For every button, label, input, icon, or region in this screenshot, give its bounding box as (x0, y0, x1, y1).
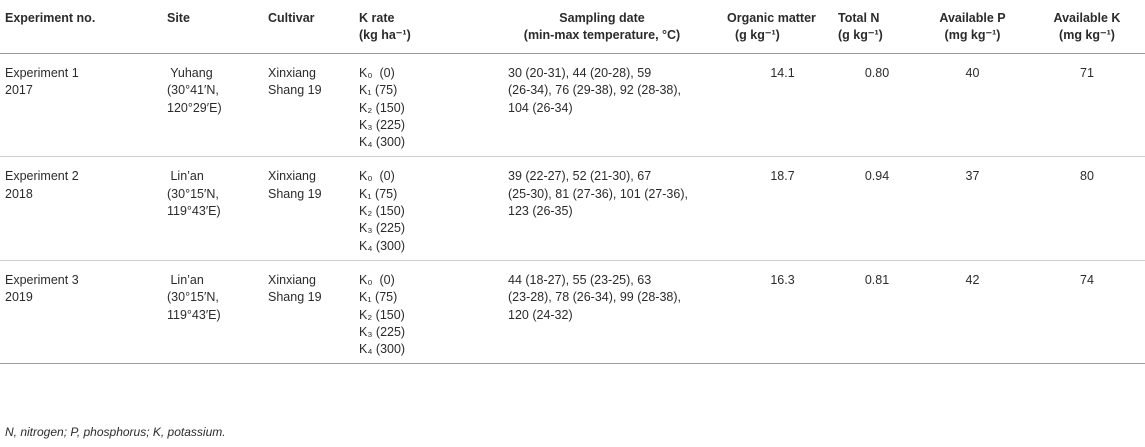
k-rate-cell: K₀ (0) K₁ (75) K₂ (150) K₃ (225) K₄ (300) (359, 260, 477, 365)
k-rate-cell: K₀ (0) K₁ (75) K₂ (150) K₃ (225) K₄ (300) (359, 156, 477, 261)
header-site: Site (167, 6, 268, 54)
site-cell: Yuhang (30°41′N, 120°29′E) (167, 53, 268, 158)
table-row: Experiment 3 2019 Lin’an (30°15′N, 119°43′E… (0, 260, 1145, 365)
table-row: Experiment 2 2018 Lin’an (30°15′N, 119°43′E… (0, 156, 1145, 261)
soil-properties-table: Experiment no. Site Cultivar K rate (kg h… (0, 6, 1145, 365)
header-experiment: Experiment no. (0, 6, 167, 54)
available-p-cell: 37 (916, 156, 1029, 261)
header-organic-matter: Organic matter (g kg⁻¹) (727, 6, 838, 54)
total-n-cell: 0.94 (838, 156, 916, 261)
organic-matter-cell: 14.1 (727, 53, 838, 158)
cultivar-cell: Xinxiang Shang 19 (268, 156, 359, 261)
header-row: Experiment no. Site Cultivar K rate (kg h… (0, 6, 1145, 54)
table-footnote: N, nitrogen; P, phosphorus; K, potassium… (5, 425, 226, 439)
cultivar-cell: Xinxiang Shang 19 (268, 53, 359, 158)
organic-matter-cell: 16.3 (727, 260, 838, 365)
experiment-cell: Experiment 2 2018 (0, 156, 167, 261)
header-cultivar: Cultivar (268, 6, 359, 54)
organic-matter-cell: 18.7 (727, 156, 838, 261)
experiment-cell: Experiment 3 2019 (0, 260, 167, 365)
header-k-rate: K rate (kg ha⁻¹) (359, 6, 477, 54)
available-p-cell: 40 (916, 53, 1029, 158)
header-total-n: Total N (g kg⁻¹) (838, 6, 916, 54)
site-cell: Lin’an (30°15′N, 119°43′E) (167, 260, 268, 365)
total-n-cell: 0.80 (838, 53, 916, 158)
cultivar-cell: Xinxiang Shang 19 (268, 260, 359, 365)
available-k-cell: 71 (1029, 53, 1145, 158)
k-rate-cell: K₀ (0) K₁ (75) K₂ (150) K₃ (225) K₄ (300) (359, 53, 477, 158)
header-available-k: Available K (mg kg⁻¹) (1029, 6, 1145, 54)
sampling-date-cell: 39 (22-27), 52 (21-30), 67 (25-30), 81 (2… (477, 156, 727, 261)
site-cell: Lin’an (30°15′N, 119°43′E) (167, 156, 268, 261)
available-k-cell: 80 (1029, 156, 1145, 261)
available-k-cell: 74 (1029, 260, 1145, 365)
total-n-cell: 0.81 (838, 260, 916, 365)
table-row: Experiment 1 2017 Yuhang (30°41′N, 120°29′E… (0, 53, 1145, 158)
header-sampling-date: Sampling date (min-max temperature, °C) (477, 6, 727, 54)
sampling-date-cell: 30 (20-31), 44 (20-28), 59 (26-34), 76 (2… (477, 53, 727, 158)
available-p-cell: 42 (916, 260, 1029, 365)
experiment-cell: Experiment 1 2017 (0, 53, 167, 158)
sampling-date-cell: 44 (18-27), 55 (23-25), 63 (23-28), 78 (2… (477, 260, 727, 365)
header-available-p: Available P (mg kg⁻¹) (916, 6, 1029, 54)
